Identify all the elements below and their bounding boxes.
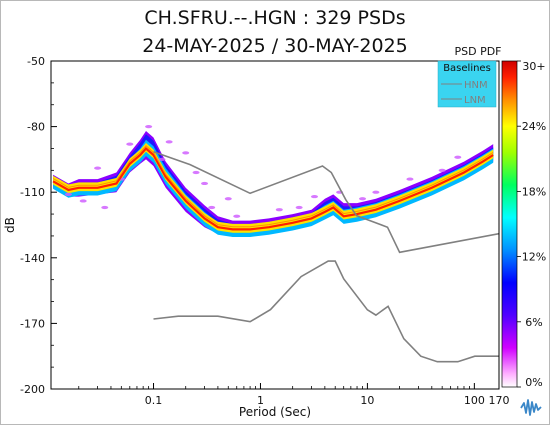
density-speck: [438, 168, 446, 172]
density-speck: [145, 125, 153, 129]
colorbar-title: PSD PDF: [454, 45, 501, 58]
legend-hnm-label: HNM: [464, 80, 488, 91]
y-axis-ticks: -50 -80 -110 -140 -170 -200: [20, 55, 57, 396]
colorbar-tick-label: 0%: [525, 376, 542, 389]
density-band-yellow: [53, 143, 494, 233]
density-band-cyan: [53, 139, 494, 237]
colorbar-tick-label: 12%: [522, 251, 546, 264]
density-speck: [310, 194, 318, 199]
density-speck: [192, 170, 200, 175]
y-tick-label: -110: [20, 186, 45, 199]
density-speck: [454, 155, 462, 159]
plot-border: [50, 60, 500, 390]
density-speck: [359, 197, 367, 201]
y-tick-label: -140: [20, 252, 45, 265]
colorbar-tick-label: 18%: [522, 185, 546, 198]
y-axis-label: dB: [3, 217, 17, 233]
density-speck: [126, 142, 134, 146]
mode-line: [52, 146, 494, 231]
x-tick-label: 100: [464, 394, 485, 407]
colorbar-ticks: 30+ 24% 18% 12% 6% 0%: [517, 60, 546, 389]
chart-title: CH.SFRU.--.HGN : 329 PSDs: [144, 7, 405, 29]
density-speck: [94, 166, 102, 170]
mode-line-halo: [52, 145, 494, 228]
y-tick-label: -50: [27, 55, 45, 68]
density-speck: [295, 205, 303, 210]
x-tick-label: 170: [489, 394, 510, 407]
waveform-logo: [518, 394, 544, 420]
density-speck: [101, 205, 109, 210]
density-speck: [233, 214, 241, 218]
hnm-line: [153, 150, 499, 254]
density-speck: [275, 208, 283, 212]
density-speck: [165, 140, 173, 144]
plot-marks: [52, 125, 499, 363]
density-speck: [224, 197, 232, 201]
colorbar-tick-label: 30+: [522, 60, 545, 73]
colorbar-tick-label: 24%: [522, 120, 546, 133]
density-speck: [79, 199, 87, 203]
legend-title: Baselines: [443, 63, 491, 74]
density-speck: [372, 190, 380, 194]
legend-lnm-label: LNM: [464, 95, 486, 106]
density-speck: [158, 157, 166, 161]
x-axis-ticks: 0.1 1 10 100 170: [78, 383, 510, 407]
x-tick-label: 10: [360, 394, 374, 407]
x-tick-label: 0.1: [145, 394, 163, 407]
density-speck: [201, 181, 209, 186]
lnm-line: [153, 260, 499, 363]
density-speck: [406, 177, 414, 181]
y-tick-label: -200: [20, 383, 45, 396]
density-speck: [64, 192, 72, 196]
colorbar: [501, 60, 518, 388]
density-speck: [182, 151, 190, 155]
density-speck: [208, 205, 216, 210]
chart-subtitle: 24-MAY-2025 / 30-MAY-2025: [142, 35, 408, 57]
colorbar-tick-label: 6%: [525, 316, 542, 329]
x-axis-label: Period (Sec): [239, 405, 311, 419]
y-tick-label: -80: [27, 121, 45, 134]
x-tick-label: 1: [257, 394, 264, 407]
y-tick-label: -170: [20, 317, 45, 330]
